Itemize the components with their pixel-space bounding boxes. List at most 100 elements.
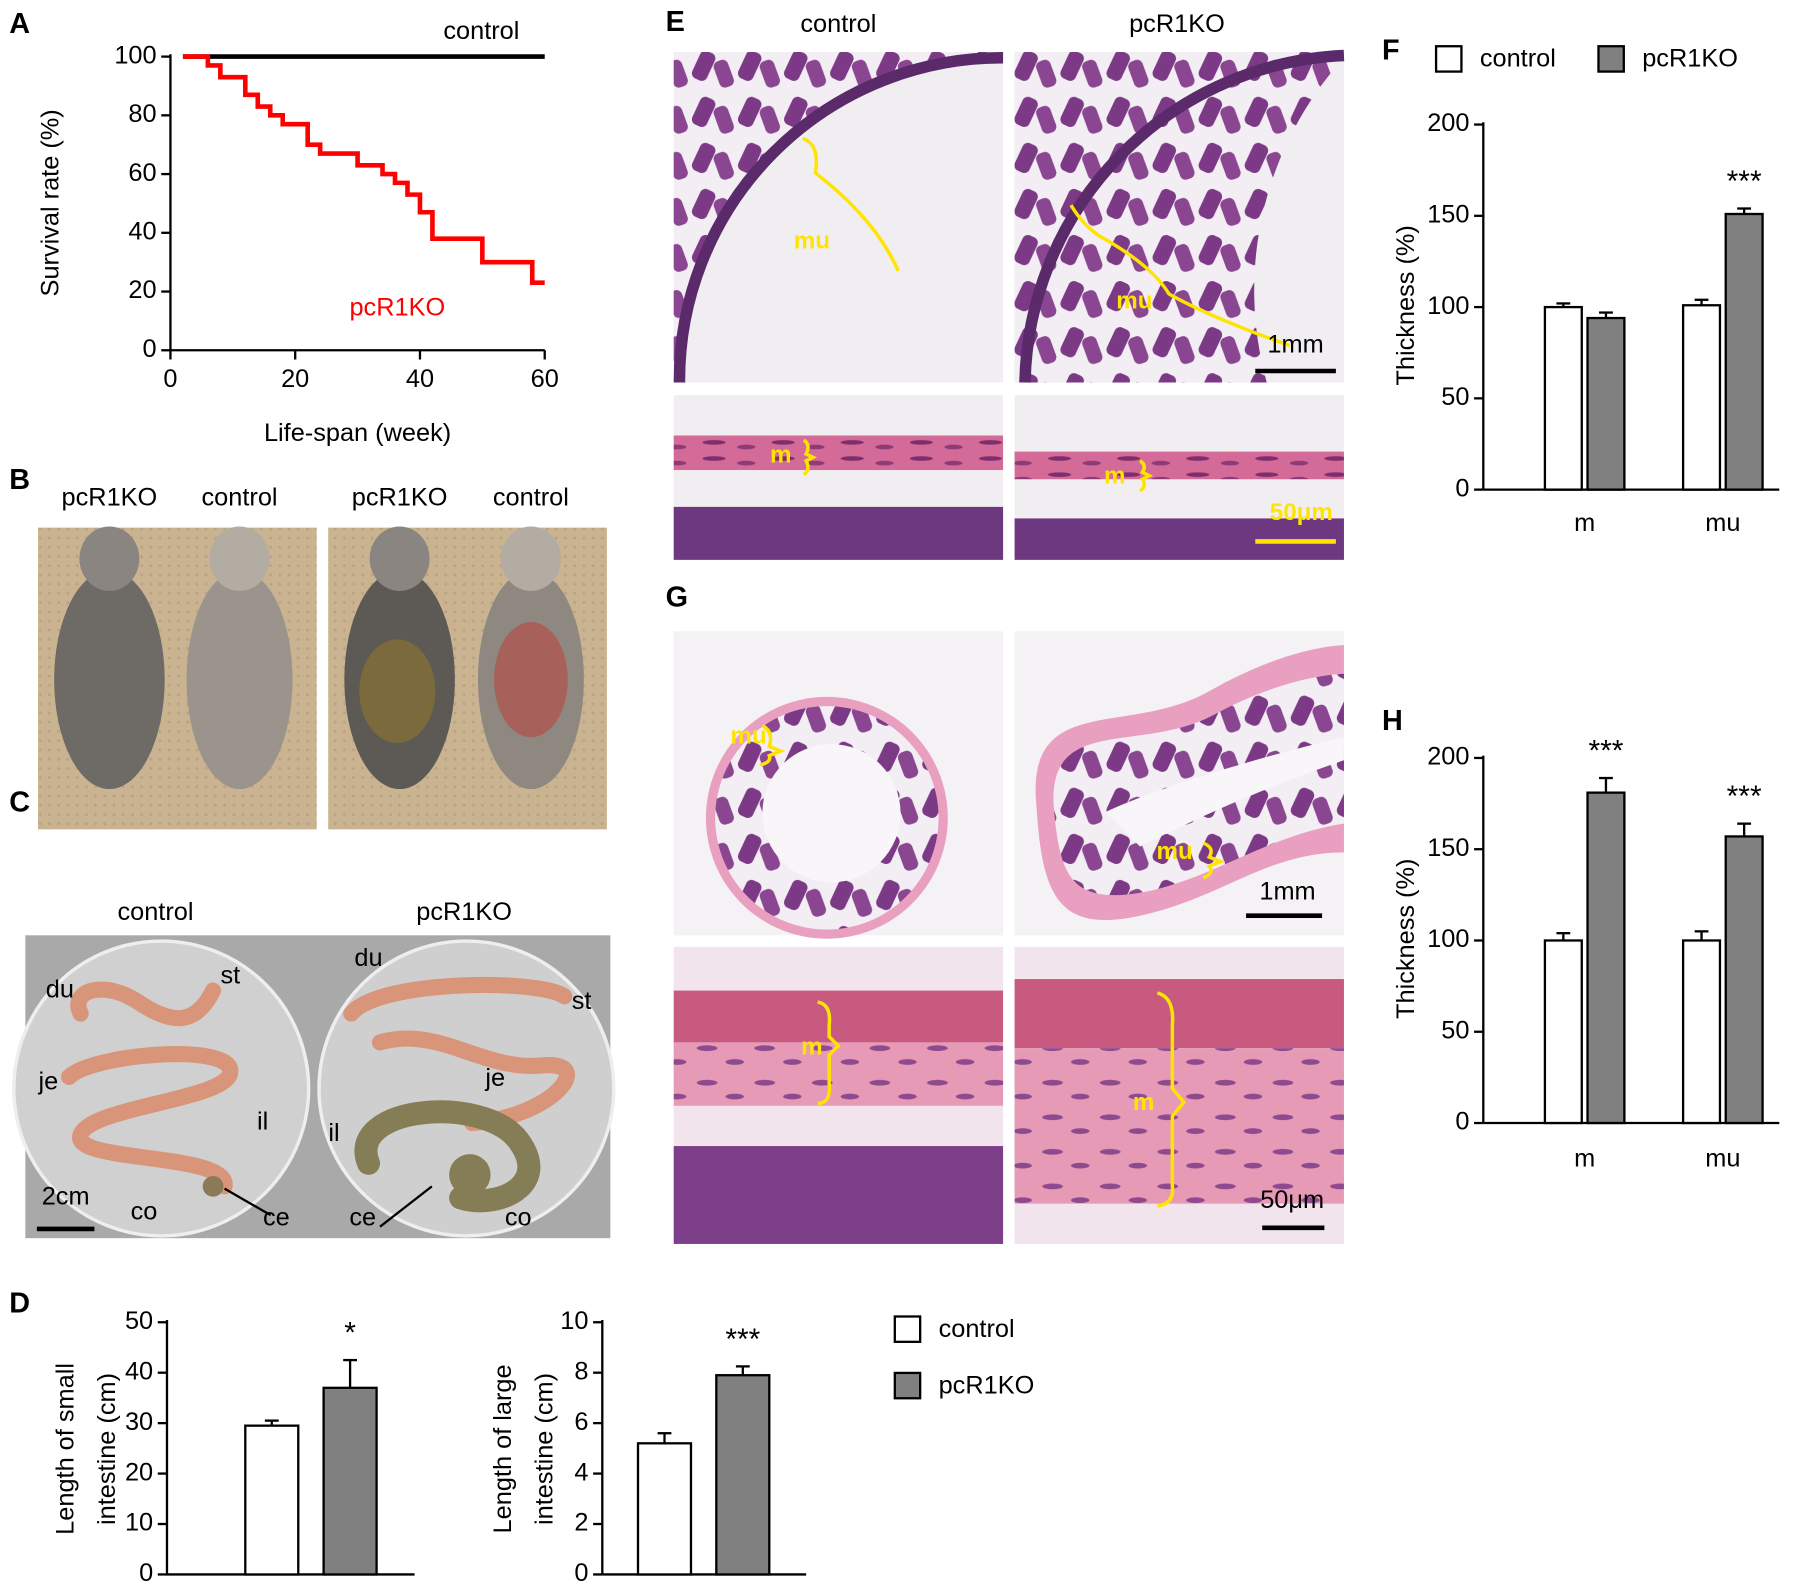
y-axis-label: intestine (cm) xyxy=(93,1373,121,1525)
y-tick-label: 60 xyxy=(128,159,156,187)
panel-letter: E xyxy=(666,6,685,38)
scale-label: 1mm xyxy=(1259,877,1315,905)
survival-line xyxy=(182,54,545,286)
x-tick-label: 60 xyxy=(531,365,559,393)
y-tick-label: 0 xyxy=(143,335,157,363)
y-tick-label: 20 xyxy=(128,276,156,304)
y-tick-label: 0 xyxy=(574,1559,588,1585)
panel-letter: G xyxy=(666,582,688,614)
organ-label: je xyxy=(484,1064,505,1092)
legend-label: control xyxy=(939,1315,1015,1343)
significance: * xyxy=(344,1317,356,1350)
tissue-mark: m xyxy=(801,1034,823,1061)
photo-label: pcR1KO xyxy=(1129,10,1225,38)
y-tick-label: 100 xyxy=(1427,292,1469,320)
y-tick-label: 30 xyxy=(125,1408,153,1436)
tissue-mark: mu xyxy=(730,723,766,750)
panel-letter: B xyxy=(9,464,30,496)
bar xyxy=(1586,316,1626,491)
y-tick-label: 40 xyxy=(128,217,156,245)
y-tick-label: 200 xyxy=(1427,109,1469,137)
y-tick-label: 80 xyxy=(128,100,156,128)
organ-label: il xyxy=(257,1108,268,1136)
organ-label: ce xyxy=(349,1203,376,1231)
organ-label: il xyxy=(328,1119,339,1147)
significance: *** xyxy=(1588,735,1623,768)
bar xyxy=(1543,939,1583,1125)
panel-letter: D xyxy=(9,1288,30,1320)
scale-label: 50μm xyxy=(1260,1186,1324,1214)
x-tick-label: 20 xyxy=(281,365,309,393)
tissue-mark: mu xyxy=(1116,287,1152,314)
x-tick-label: mu xyxy=(1705,1145,1740,1173)
y-tick-label: 100 xyxy=(114,41,156,69)
tissue-mark: m xyxy=(1133,1089,1155,1116)
y-tick-label: 10 xyxy=(560,1307,588,1335)
x-tick-label: 40 xyxy=(406,365,434,393)
y-axis-label: Survival rate (%) xyxy=(37,109,65,296)
legend-swatch xyxy=(893,1371,922,1400)
x-tick-label: mu xyxy=(1705,509,1740,537)
panel-letter: H xyxy=(1382,705,1403,737)
photo-label: control xyxy=(493,484,569,512)
photo-label: control xyxy=(800,10,876,38)
photo-g xyxy=(673,631,1344,1244)
panel-letter: C xyxy=(9,787,30,819)
y-tick-label: 8 xyxy=(574,1357,588,1385)
legend-swatch xyxy=(1597,45,1625,73)
photo-c xyxy=(12,935,616,1239)
tissue-mark: m xyxy=(1104,462,1126,489)
y-tick-label: 6 xyxy=(574,1408,588,1436)
bar xyxy=(636,1442,693,1576)
organ-label: co xyxy=(505,1203,532,1231)
series-label: pcR1KO xyxy=(349,294,445,322)
significance: *** xyxy=(1727,780,1762,813)
y-tick-label: 2 xyxy=(574,1509,588,1537)
scale-label: 2cm xyxy=(42,1183,90,1211)
photo-label: pcR1KO xyxy=(352,484,448,512)
tissue-mark: mu xyxy=(794,227,830,254)
y-tick-label: 50 xyxy=(1441,383,1469,411)
y-tick-label: 150 xyxy=(1427,834,1469,862)
x-tick-label: m xyxy=(1574,509,1595,537)
legend-swatch xyxy=(1434,45,1463,73)
legend-swatch xyxy=(893,1315,922,1343)
organ-label: co xyxy=(131,1198,158,1226)
photo-label: pcR1KO xyxy=(416,898,512,926)
y-tick-label: 40 xyxy=(125,1357,153,1385)
organ-label: du xyxy=(46,975,74,1003)
significance: *** xyxy=(1727,165,1762,198)
y-tick-label: 10 xyxy=(125,1509,153,1537)
legend-label: pcR1KO xyxy=(939,1371,1035,1399)
legend-label: pcR1KO xyxy=(1642,45,1738,73)
scale-label: 50μm xyxy=(1270,499,1333,526)
bar xyxy=(1681,939,1722,1125)
bar xyxy=(715,1374,771,1576)
x-tick-label: m xyxy=(1574,1145,1595,1173)
panel-letter: F xyxy=(1382,35,1400,67)
y-tick-label: 20 xyxy=(125,1458,153,1486)
panel-letter: A xyxy=(9,8,30,40)
y-axis-label: Thickness (%) xyxy=(1392,225,1420,385)
photo-b xyxy=(38,526,607,830)
x-tick-label: 0 xyxy=(163,365,177,393)
y-tick-label: 100 xyxy=(1427,925,1469,953)
bar xyxy=(1724,835,1764,1125)
organ-label: du xyxy=(354,944,382,972)
x-axis-label: Life-span (week) xyxy=(264,419,451,447)
y-axis-label: intestine (cm) xyxy=(531,1373,559,1525)
organ-label: ce xyxy=(263,1203,290,1231)
y-tick-label: 50 xyxy=(125,1307,153,1335)
tissue-mark: m xyxy=(770,442,792,469)
organ-label: st xyxy=(220,961,240,989)
bar xyxy=(1586,791,1626,1125)
organ-label: st xyxy=(572,987,592,1015)
bar xyxy=(244,1424,300,1576)
scale-label: 1mm xyxy=(1267,330,1323,358)
y-tick-label: 0 xyxy=(1455,474,1469,502)
y-tick-label: 200 xyxy=(1427,743,1469,771)
series-label: control xyxy=(443,17,519,45)
y-axis-label: Length of small xyxy=(51,1363,79,1535)
